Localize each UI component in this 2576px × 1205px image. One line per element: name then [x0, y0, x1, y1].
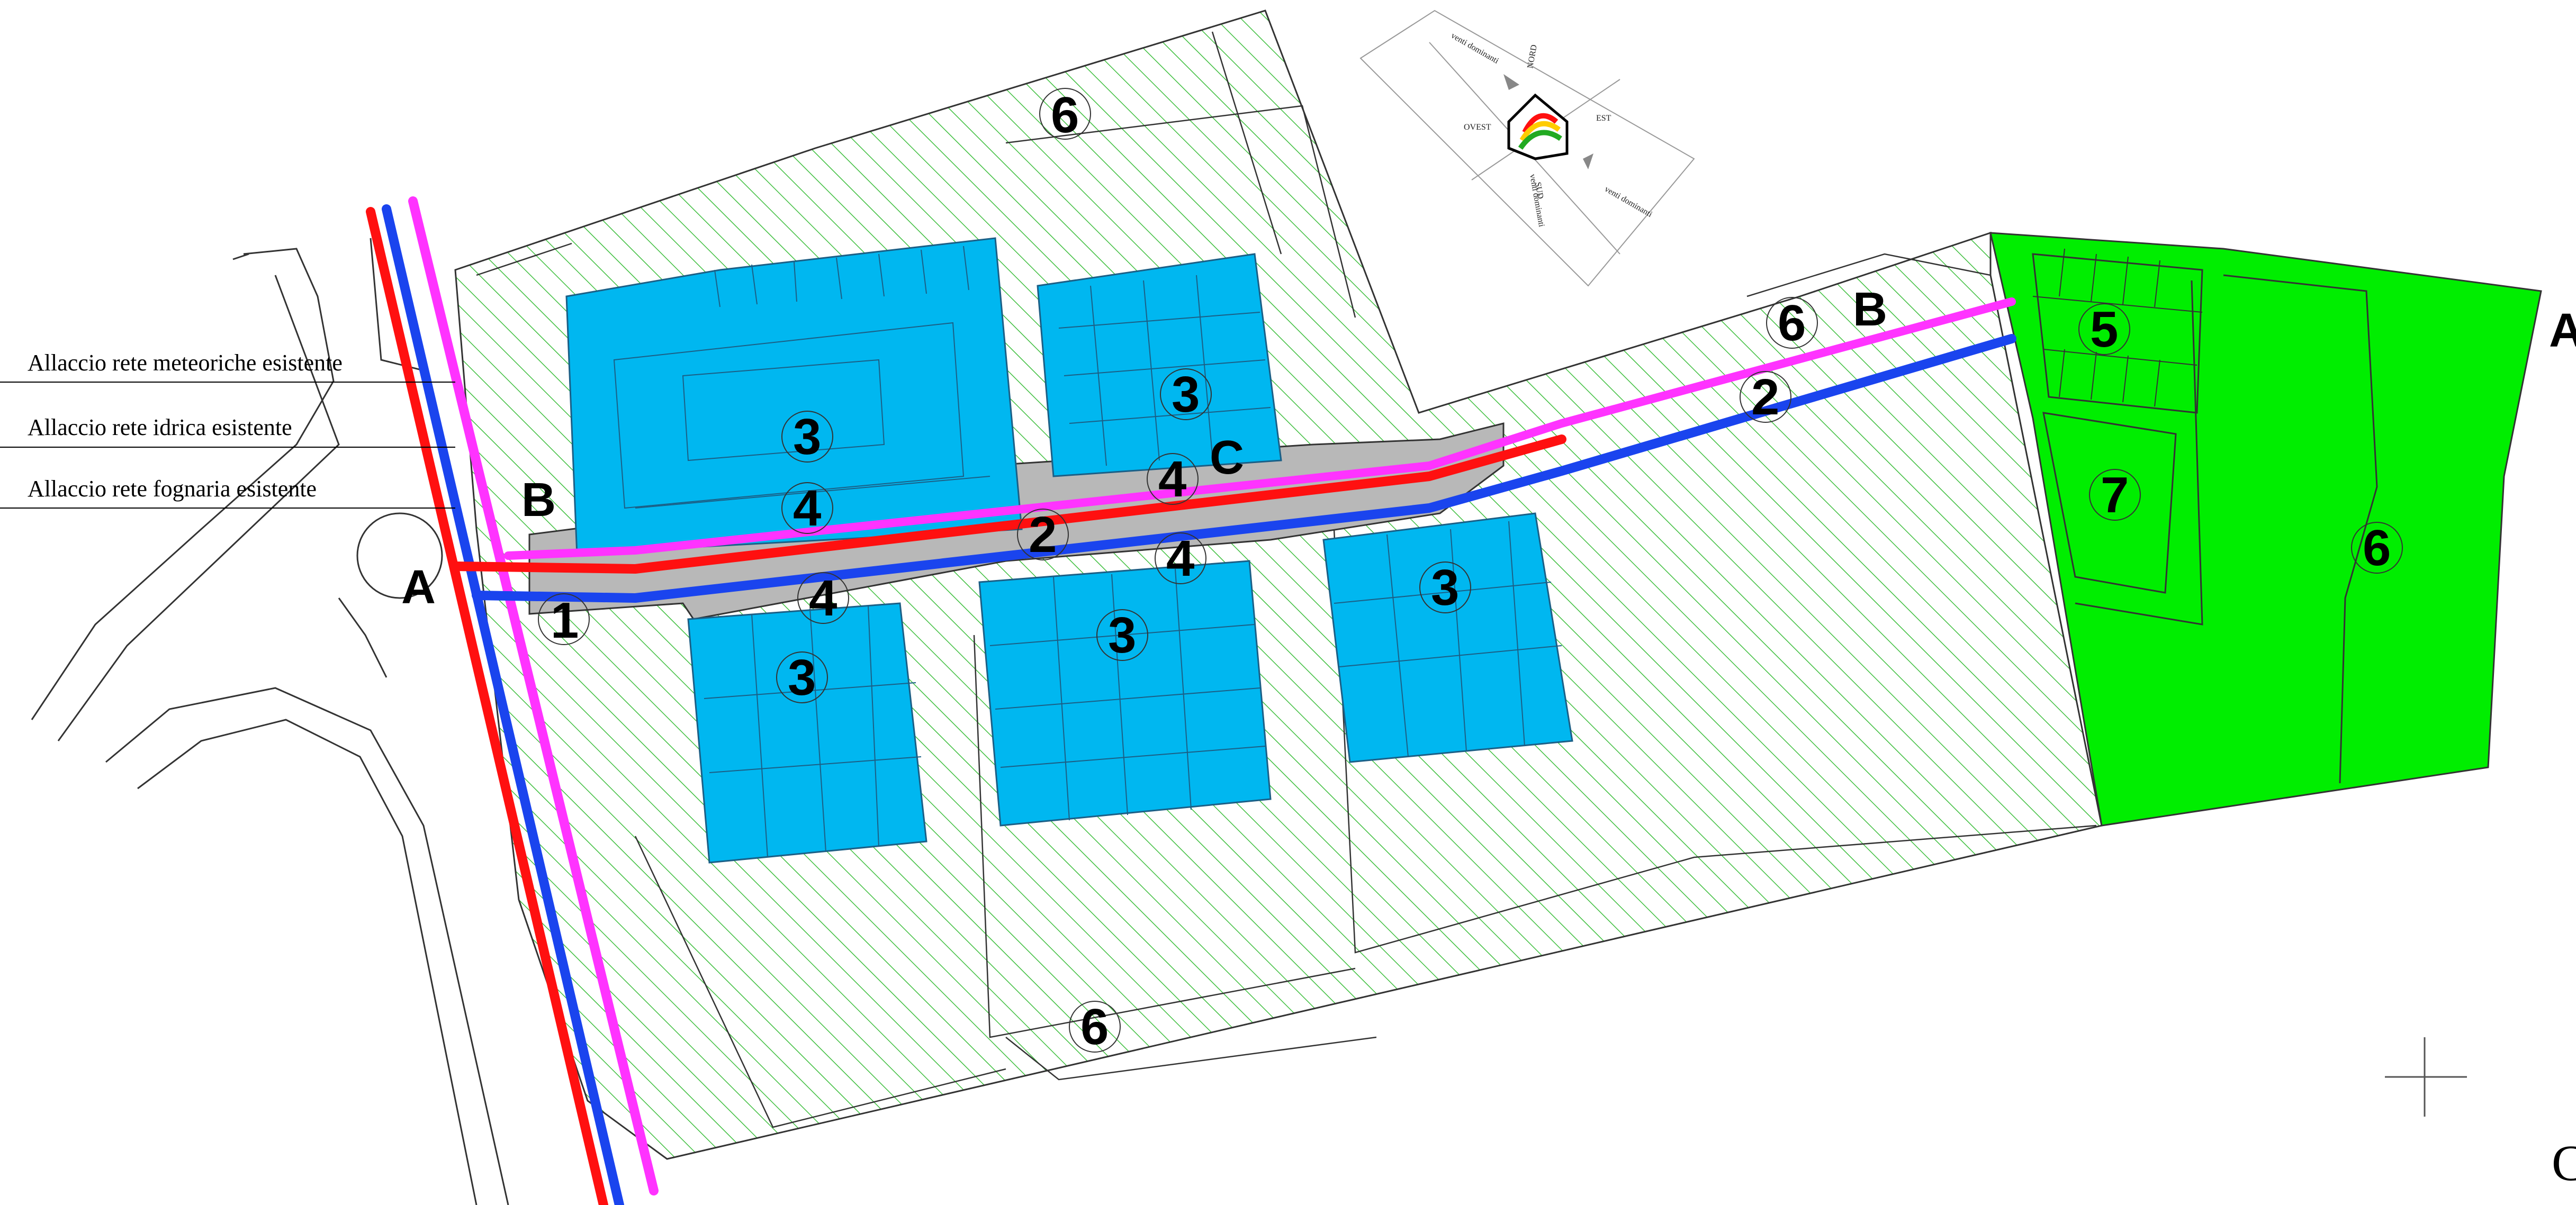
- label-6-east-hatch: 6: [1778, 295, 1806, 351]
- fognaria-main: [451, 434, 1566, 574]
- green-area: [1989, 232, 2542, 827]
- legend-idrica: Allaccio rete idrica esistente: [28, 414, 292, 440]
- label-c: C: [1210, 431, 1244, 484]
- parking-stalls: [2032, 248, 2203, 407]
- legend-fognaria: Allaccio rete fognaria esistente: [28, 476, 317, 502]
- idrica-line: [382, 204, 624, 1205]
- label-3-nw-building: 3: [793, 409, 821, 465]
- building-south-west: [687, 602, 927, 864]
- idrica-main: [472, 334, 2016, 603]
- label-a-east-edge: A: [2549, 304, 2576, 357]
- label-a-west: A: [401, 561, 436, 614]
- label-1-entrance: 1: [551, 592, 579, 649]
- label-3-north-building: 3: [1172, 366, 1200, 423]
- label-7: 7: [2101, 467, 2129, 523]
- label-4-south-west: 4: [809, 570, 837, 627]
- label-3-se-building: 3: [1431, 559, 1459, 616]
- legend: Allaccio rete meteoriche esistente Allac…: [0, 350, 455, 509]
- building-north-center: [1037, 253, 1282, 477]
- compass-nord: NORD: [1526, 44, 1539, 69]
- compass-sud: SUD: [1533, 182, 1545, 200]
- meteoriche-main: [504, 297, 2016, 560]
- existing-roads: [31, 238, 509, 1205]
- label-6-green: 6: [2363, 520, 2391, 576]
- label-4-south-center: 4: [1166, 530, 1194, 587]
- label-b-east: B: [1853, 283, 1887, 336]
- crosshair-marker: [2385, 1037, 2467, 1117]
- compass-rose: NORD EST SUD OVEST venti dominanti venti…: [1359, 10, 1695, 287]
- label-6-south: 6: [1080, 999, 1109, 1055]
- building-south-east: [1322, 512, 1573, 763]
- label-4-north-center: 4: [1158, 451, 1186, 508]
- label-3-sc-building: 3: [1108, 607, 1136, 664]
- area-labels: [538, 88, 2403, 1053]
- label-4-north-west: 4: [793, 480, 821, 537]
- legend-meteoriche: Allaccio rete meteoriche esistente: [28, 350, 343, 376]
- building-details: [613, 246, 1562, 858]
- fognaria-line: [366, 207, 608, 1205]
- label-2-road: 2: [1029, 506, 1057, 563]
- building-south-center: [978, 560, 1272, 827]
- label-2-east: 2: [1751, 369, 1779, 425]
- label-3-sw-building: 3: [788, 649, 816, 706]
- label-6-north: 6: [1051, 87, 1079, 143]
- compass-ovest: OVEST: [1464, 123, 1491, 132]
- meteoriche-line: [408, 196, 659, 1195]
- label-5: 5: [2090, 301, 2118, 358]
- lot-outlines: [476, 31, 2097, 1128]
- label-c-edge: C: [2552, 1135, 2576, 1191]
- compass-est: EST: [1596, 114, 1611, 123]
- label-b-west: B: [521, 474, 556, 527]
- utility-lines: [366, 196, 2016, 1205]
